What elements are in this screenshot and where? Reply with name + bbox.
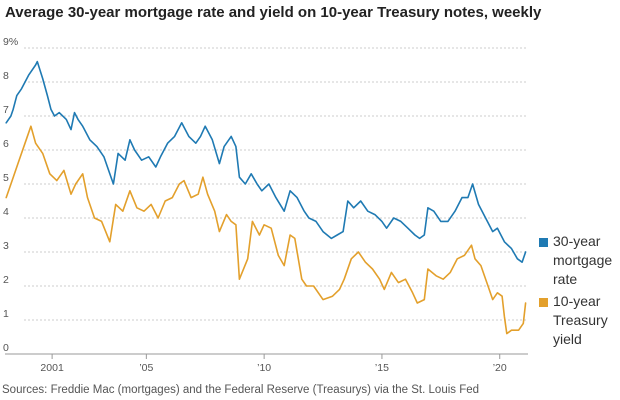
legend-label: 10-year <box>553 293 601 309</box>
y-tick-label: 4 <box>3 206 9 218</box>
y-tick-label: 2 <box>3 274 9 286</box>
legend: 30-year mortgage rate 10-year Treasury yield <box>539 233 612 347</box>
source-note: Sources: Freddie Mac (mortgages) and the… <box>2 384 479 396</box>
y-tick-label: 5 <box>3 172 9 184</box>
x-tick-label: ’15 <box>375 362 389 374</box>
y-tick-label: 8 <box>3 70 9 82</box>
y-tick-label: 9% <box>3 36 18 48</box>
x-tick-label: ’05 <box>139 362 153 374</box>
y-tick-label: 3 <box>3 240 9 252</box>
legend-label: rate <box>553 271 577 287</box>
legend-label: yield <box>553 331 582 347</box>
y-tick-label: 6 <box>3 138 9 150</box>
grid: 0 1 2 3 4 5 6 7 8 9% <box>3 36 528 355</box>
legend-label: mortgage <box>553 252 612 268</box>
legend-label: Treasury <box>553 312 608 328</box>
legend-swatch <box>539 298 548 307</box>
series-lines <box>5 60 527 335</box>
y-tick-label: 0 <box>3 342 9 354</box>
series-mortgage-rate-line <box>5 60 527 264</box>
x-tick-label: 2001 <box>40 362 64 374</box>
chart-title: Average 30-year mortgage rate and yield … <box>5 4 542 21</box>
y-tick-label: 1 <box>3 308 9 320</box>
x-tick-label: ’10 <box>257 362 271 374</box>
x-axis: 2001 ’05 ’10 ’15 ’20 <box>40 354 507 374</box>
x-tick-label: ’20 <box>493 362 507 374</box>
legend-label: 30-year <box>553 233 601 249</box>
series-treasury-yield-line <box>5 125 527 335</box>
legend-swatch <box>539 238 548 247</box>
y-tick-label: 7 <box>3 104 9 116</box>
